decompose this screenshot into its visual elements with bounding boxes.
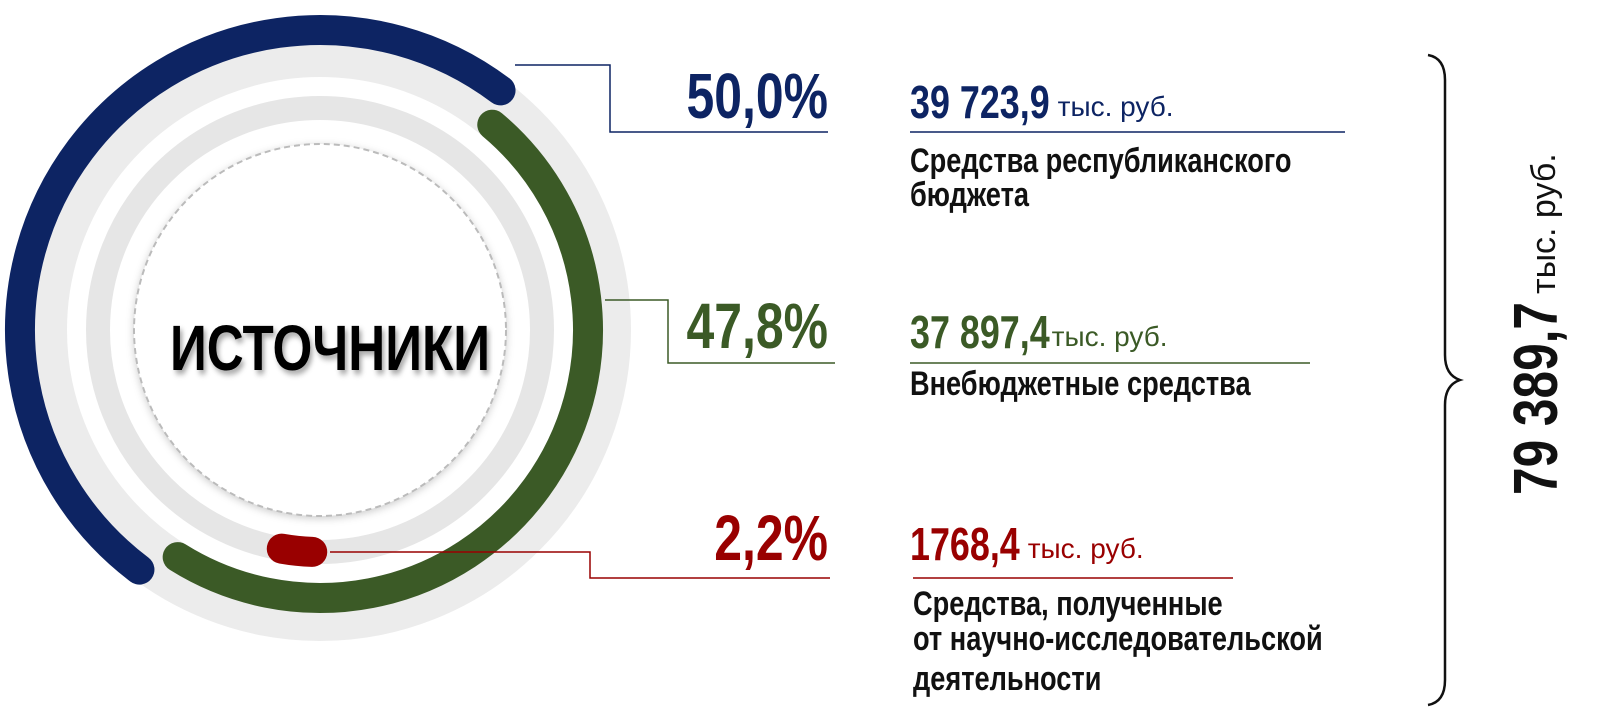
category-group: деятельности — [913, 659, 1101, 698]
unit-label: тыс. руб. — [1028, 533, 1144, 564]
category-label: Средства, полученные — [913, 584, 1223, 623]
value-label: 2,2% — [714, 503, 828, 574]
amount-label: 39 723,9 — [910, 77, 1050, 128]
arc-bar — [266, 533, 328, 567]
amount-group: 37 897,4 — [910, 307, 1050, 358]
category-label: бюджета — [910, 175, 1030, 214]
category-group: от научно-исследовательской — [913, 619, 1323, 658]
amount-label: 1768,4 — [910, 519, 1020, 570]
category-label: от научно-исследовательской — [913, 619, 1323, 658]
value-label-group: 50,0% — [686, 61, 828, 132]
total-scale: 79 389,7 — [1501, 302, 1571, 495]
leader-line — [515, 64, 828, 133]
category-group: Средства, полученные — [913, 584, 1223, 623]
value-label: 50,0% — [686, 61, 828, 132]
category-label: деятельности — [913, 659, 1101, 698]
value-label-group: 2,2% — [714, 503, 828, 574]
total-unit: тыс. руб. — [1525, 153, 1563, 294]
total-label: 79 389,7 — [1501, 302, 1571, 495]
category-group: бюджета — [910, 175, 1030, 214]
amount-group: 1768,4 — [910, 519, 1020, 570]
category-group: Внебюджетные средства — [910, 364, 1251, 403]
arc-bar — [162, 109, 603, 613]
category-label: Внебюджетные средства — [910, 364, 1251, 403]
leader-line — [605, 299, 835, 364]
category-label: Средства республиканского — [910, 141, 1291, 180]
total-group: 79 389,7 тыс. руб. — [1501, 153, 1571, 495]
center-circle — [133, 143, 507, 517]
brace — [1427, 53, 1464, 707]
arc-bar — [5, 15, 516, 585]
amount-group: 39 723,9 — [910, 77, 1050, 128]
unit-label: тыс. руб. — [1052, 321, 1168, 352]
unit-label: тыс. руб. — [1058, 91, 1174, 122]
center-label: ИСТОЧНИКИ — [170, 314, 490, 385]
value-label: 47,8% — [686, 291, 828, 362]
value-label-group: 47,8% — [686, 291, 828, 362]
leader-line — [330, 551, 830, 579]
amount-label: 37 897,4 — [910, 307, 1050, 358]
category-group: Средства республиканского — [910, 141, 1291, 180]
